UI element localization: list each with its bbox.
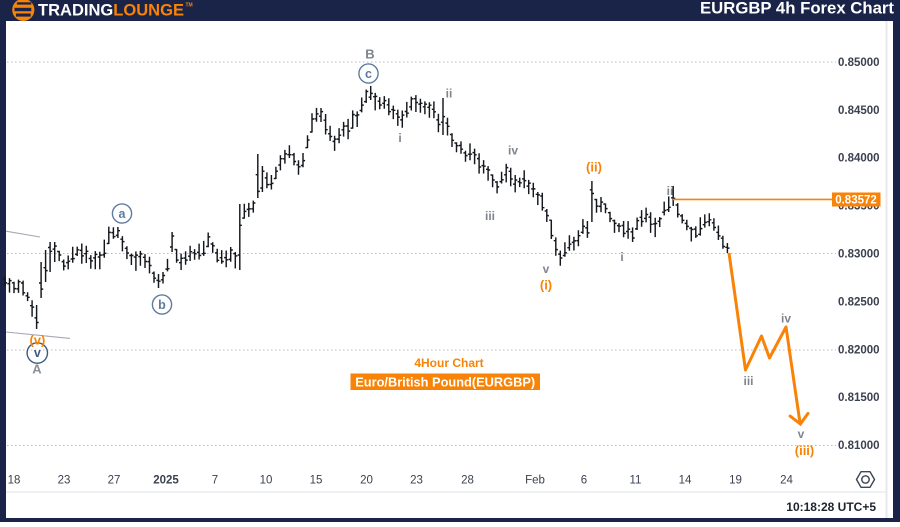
- svg-text:0.83000: 0.83000: [838, 249, 880, 261]
- svg-text:A: A: [32, 362, 42, 377]
- svg-text:EURGBP 4h Forex Chart: EURGBP 4h Forex Chart: [700, 0, 895, 17]
- svg-text:v: v: [543, 262, 550, 276]
- svg-text:0.84500: 0.84500: [838, 105, 880, 117]
- svg-text:TRADINGLOUNGE: TRADINGLOUNGE: [38, 2, 184, 20]
- svg-text:(v): (v): [29, 333, 45, 348]
- svg-text:19: 19: [729, 475, 742, 487]
- svg-text:a: a: [119, 207, 127, 221]
- svg-text:Feb: Feb: [525, 475, 545, 487]
- svg-text:10:18:28 UTC+5: 10:18:28 UTC+5: [786, 500, 876, 514]
- svg-text:i: i: [398, 131, 401, 145]
- svg-text:4Hour Chart: 4Hour Chart: [414, 356, 483, 370]
- svg-text:B: B: [365, 47, 374, 62]
- svg-text:0.81500: 0.81500: [838, 392, 880, 404]
- svg-text:20: 20: [360, 475, 373, 487]
- svg-text:10: 10: [260, 475, 273, 487]
- svg-text:15: 15: [310, 475, 323, 487]
- svg-text:0.85000: 0.85000: [838, 57, 880, 69]
- svg-text:i: i: [620, 250, 623, 264]
- svg-text:28: 28: [461, 475, 474, 487]
- svg-text:27: 27: [108, 475, 121, 487]
- svg-text:Euro/British Pound(EURGBP): Euro/British Pound(EURGBP): [355, 375, 535, 390]
- svg-text:(iii): (iii): [795, 443, 815, 458]
- svg-text:0.83572: 0.83572: [835, 195, 877, 207]
- svg-text:ii: ii: [667, 184, 674, 198]
- svg-text:v: v: [798, 427, 805, 441]
- svg-text:c: c: [365, 67, 372, 81]
- svg-text:(i): (i): [540, 278, 552, 293]
- svg-text:24: 24: [780, 475, 793, 487]
- svg-text:0.84000: 0.84000: [838, 153, 880, 165]
- svg-text:TM: TM: [186, 3, 193, 9]
- svg-text:23: 23: [58, 475, 71, 487]
- svg-text:iv: iv: [781, 312, 791, 326]
- svg-text:14: 14: [679, 475, 692, 487]
- svg-text:iii: iii: [743, 374, 753, 388]
- svg-text:b: b: [158, 298, 166, 312]
- svg-text:18: 18: [8, 475, 21, 487]
- svg-text:ii: ii: [446, 87, 453, 101]
- svg-text:0.81000: 0.81000: [838, 440, 880, 452]
- svg-text:iv: iv: [508, 144, 518, 158]
- svg-text:2025: 2025: [153, 475, 179, 487]
- svg-text:0.82000: 0.82000: [838, 344, 880, 356]
- svg-text:v: v: [34, 346, 41, 360]
- svg-text:iii: iii: [485, 209, 495, 223]
- svg-text:23: 23: [410, 475, 423, 487]
- svg-text:11: 11: [630, 475, 642, 487]
- svg-text:0.82500: 0.82500: [838, 296, 880, 308]
- svg-text:(ii): (ii): [586, 160, 602, 175]
- svg-text:7: 7: [212, 475, 218, 487]
- svg-text:6: 6: [581, 475, 587, 487]
